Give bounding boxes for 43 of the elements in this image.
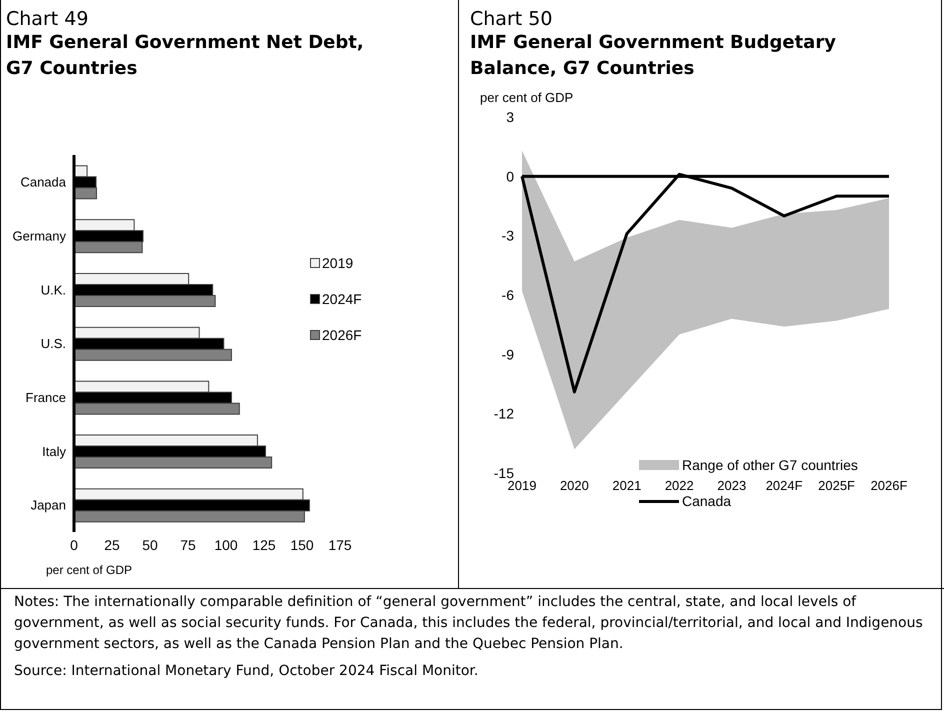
y-tick-label: -6 bbox=[502, 286, 514, 303]
text: Notes: The internationally comparable definition of “general government” includes the central, state, and local levels of government, as well as social security funds. For Canada, this includes the federal, provincial/territorial, and local and Indigenous government sectors, as well as the Canada Pension Plan and the Quebec Pension Plan. bbox=[14, 593, 924, 654]
x-tick-label: 75 bbox=[180, 536, 196, 553]
x-tick-label: 2023 bbox=[717, 478, 746, 494]
x-tick-label: 2025F bbox=[818, 478, 856, 494]
source-note: Source: International Monetary Fund, October 2024 Fiscal Monitor. bbox=[14, 662, 480, 681]
x-tick-label: 2022 bbox=[664, 478, 694, 494]
y-tick-label: -3 bbox=[502, 228, 514, 244]
y-tick-label: -9 bbox=[502, 346, 514, 362]
x-tick-label: 2021 bbox=[612, 478, 642, 494]
x-tick-label: 175 bbox=[328, 536, 352, 553]
y-tick-label: U.S. bbox=[40, 336, 66, 352]
x-tick-label: 25 bbox=[104, 536, 120, 553]
y-tick-label: 0 bbox=[506, 168, 514, 184]
x-axis-title: per cent of GDP bbox=[46, 563, 132, 577]
x-tick-label: 125 bbox=[252, 536, 276, 553]
y-tick-label: Italy bbox=[42, 444, 66, 459]
legend-label: 2019 bbox=[322, 255, 354, 271]
x-tick-label: 2026F bbox=[870, 478, 908, 494]
y-tick-label: -15 bbox=[494, 464, 514, 481]
y-axis-title: per cent of GDP bbox=[480, 90, 574, 105]
y-tick-label: U.K. bbox=[40, 282, 66, 298]
x-tick-label: 50 bbox=[142, 536, 158, 553]
x-tick-label: 0 bbox=[70, 536, 78, 553]
y-tick-label: -12 bbox=[494, 406, 514, 422]
y-tick-label: France bbox=[26, 390, 66, 405]
y-tick-label: Germany bbox=[12, 228, 66, 244]
x-tick-label: 100 bbox=[214, 536, 238, 553]
chart-title: IMF General Government Net Debt, G7 Countries bbox=[6, 31, 365, 81]
chart-subtitle: Chart 50 bbox=[470, 8, 554, 30]
x-tick-label: 2019 bbox=[508, 478, 536, 494]
chart-title: IMF General Government Budgetary Balance, G7 Countries bbox=[470, 31, 837, 81]
legend-label: Canada bbox=[682, 493, 732, 509]
y-tick-label: 3 bbox=[506, 108, 514, 125]
legend-label: 2024F bbox=[322, 291, 362, 307]
x-tick-label: 2024F bbox=[766, 478, 803, 494]
chart-subtitle: Chart 49 bbox=[6, 8, 90, 30]
x-tick-label: 2020 bbox=[560, 478, 589, 494]
y-tick-label: Japan bbox=[30, 498, 66, 513]
legend-label: 2026F bbox=[322, 327, 362, 343]
y-tick-label: Canada bbox=[20, 174, 67, 190]
x-tick-label: 150 bbox=[290, 536, 314, 553]
legend-label: Range of other G7 countries bbox=[682, 457, 858, 473]
